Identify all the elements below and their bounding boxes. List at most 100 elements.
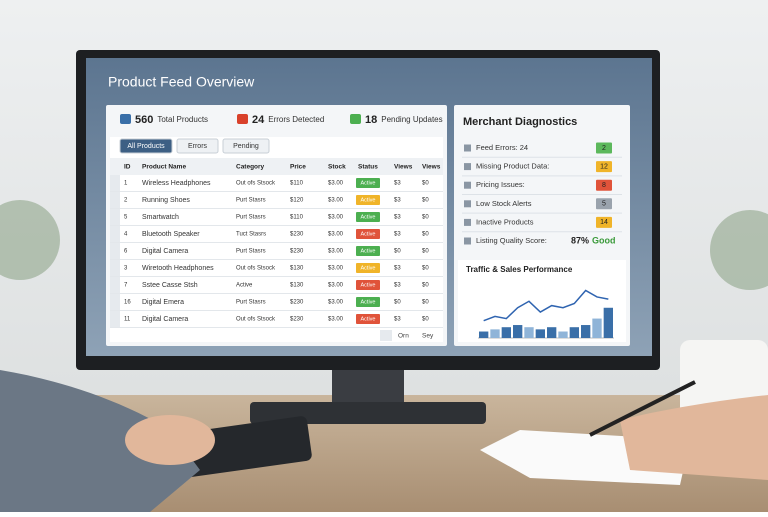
cell: $0 xyxy=(422,232,429,238)
status: Active xyxy=(361,282,376,288)
cell: Tuct Stasrs xyxy=(236,232,266,238)
item-badge xyxy=(596,142,612,154)
cell: Purt Stasrs xyxy=(236,300,266,306)
hand xyxy=(125,415,215,465)
cell: $3.00 xyxy=(328,283,344,289)
plant xyxy=(710,210,768,290)
item-badge xyxy=(596,161,612,173)
item-label: Low Stock Alerts xyxy=(476,199,532,208)
bar xyxy=(535,329,545,338)
item-label: Missing Product Data: xyxy=(476,162,549,171)
item-badge-text: 12 xyxy=(600,163,608,170)
summary-icon xyxy=(237,114,248,124)
cell: 5 xyxy=(124,215,128,221)
item-badge xyxy=(596,216,612,228)
tab[interactable] xyxy=(222,138,270,154)
pen xyxy=(589,380,696,437)
cell: $3 xyxy=(394,283,401,289)
cell: 4 xyxy=(124,232,128,238)
cell: $0 xyxy=(422,215,429,221)
cell: 1 xyxy=(124,181,128,187)
monitor-base xyxy=(250,402,486,424)
item-icon xyxy=(464,237,471,245)
cell: $0 xyxy=(422,266,429,272)
pager-button[interactable] xyxy=(380,330,392,341)
status: Active xyxy=(361,248,376,254)
column-header: ID xyxy=(124,164,131,171)
cell: $0 xyxy=(422,249,429,255)
bar xyxy=(558,331,568,338)
summary-icon xyxy=(120,114,131,124)
item-badge-text: 14 xyxy=(600,219,608,226)
item-icon xyxy=(464,144,471,152)
tab[interactable] xyxy=(176,138,219,154)
cell: Digital Camera xyxy=(142,316,188,323)
status: Active xyxy=(361,299,376,305)
cell: $3 xyxy=(394,232,401,238)
column-header: Price xyxy=(290,164,306,171)
cell: Active xyxy=(236,283,253,289)
tab-label: Pending xyxy=(233,143,259,150)
cell: $130 xyxy=(290,266,304,272)
cell: 7 xyxy=(124,283,128,289)
item-label: Inactive Products xyxy=(476,217,534,226)
cell: Wireless Headphones xyxy=(142,180,211,187)
column-header: Category xyxy=(236,164,265,171)
cell: $130 xyxy=(290,283,304,289)
cell: $3 xyxy=(394,198,401,204)
item-icon xyxy=(464,181,471,189)
column-header: Status xyxy=(358,164,378,171)
cell: $0 xyxy=(394,249,401,255)
cell: $230 xyxy=(290,317,304,323)
status-badge xyxy=(356,297,380,307)
status-badge xyxy=(356,280,380,290)
item-badge-text: 2 xyxy=(602,145,606,152)
cell: $3.00 xyxy=(328,300,344,306)
cell: 6 xyxy=(124,249,128,255)
status: Active xyxy=(361,316,376,322)
cell: Digital Camera xyxy=(142,248,188,255)
pager[interactable]: Sey xyxy=(422,333,434,340)
bar xyxy=(501,327,511,338)
item-badge xyxy=(596,179,612,191)
column-header: Views xyxy=(422,164,441,171)
cell: $3.00 xyxy=(328,266,344,272)
row-handle xyxy=(110,175,120,191)
row-handle xyxy=(110,209,120,225)
arm xyxy=(0,370,200,512)
cell: Bluetooth Speaker xyxy=(142,231,200,238)
cell: $230 xyxy=(290,249,304,255)
cell: $3 xyxy=(394,215,401,221)
status-badge xyxy=(356,178,380,188)
cell: 16 xyxy=(124,300,131,306)
bar xyxy=(524,327,534,338)
cell: Out ofs Stsock xyxy=(236,317,276,323)
cell: $3.00 xyxy=(328,249,344,255)
page-title: Product Feed Overview xyxy=(108,74,255,90)
bar xyxy=(547,327,557,338)
summary-label: Total Products xyxy=(157,115,208,124)
row-handle xyxy=(110,243,120,259)
summary-icon xyxy=(350,114,361,124)
bar xyxy=(569,327,579,338)
status-badge xyxy=(356,314,380,324)
cell: Out ofs Stsock xyxy=(236,181,276,187)
cell: 3 xyxy=(124,266,128,272)
pager[interactable]: Orn xyxy=(398,333,409,340)
cell: $230 xyxy=(290,232,304,238)
item-badge xyxy=(596,198,612,210)
status-badge xyxy=(356,263,380,273)
bar xyxy=(490,329,500,338)
cell: $120 xyxy=(290,198,304,204)
item-icon xyxy=(464,163,471,171)
item-badge-text: 8 xyxy=(602,182,606,189)
tab-label: Errors xyxy=(188,143,208,150)
tab[interactable] xyxy=(119,138,173,154)
summary-label: Pending Updates xyxy=(381,115,442,124)
cell: $3 xyxy=(394,266,401,272)
hand xyxy=(620,395,768,480)
cell: Out ofs Stsock xyxy=(236,266,276,272)
cell: $0 xyxy=(422,181,429,187)
cell: 2 xyxy=(124,198,128,204)
